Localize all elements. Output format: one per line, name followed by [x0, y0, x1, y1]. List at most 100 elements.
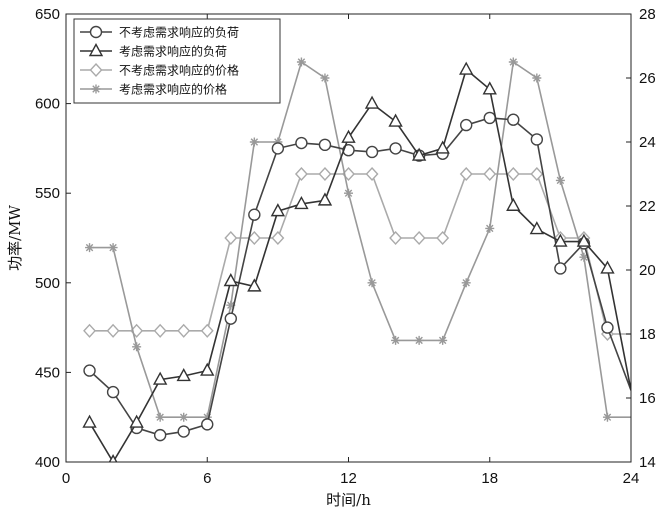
series-4 — [85, 57, 631, 422]
data-point — [506, 166, 520, 182]
data-point — [224, 230, 238, 246]
x-tick-label: 12 — [340, 470, 357, 487]
data-point — [318, 138, 332, 152]
data-point — [153, 428, 167, 442]
data-point — [200, 362, 215, 376]
legend-marker — [89, 62, 103, 78]
legend-marker — [91, 84, 101, 94]
data-point — [247, 230, 261, 246]
data-point — [108, 243, 118, 253]
legend-label: 不考虑需求响应的负荷 — [119, 25, 239, 40]
data-point — [529, 221, 545, 235]
series-2 — [82, 61, 631, 462]
data-point — [295, 136, 308, 150]
y2-tick-label: 26 — [639, 70, 656, 87]
data-point — [483, 166, 497, 182]
data-point — [179, 412, 189, 422]
data-point — [177, 323, 191, 338]
data-point — [530, 133, 544, 146]
data-point — [459, 166, 473, 182]
data-point — [600, 260, 615, 274]
data-point — [389, 230, 403, 246]
x-tick-label: 6 — [203, 470, 211, 487]
data-point — [201, 418, 214, 431]
data-point — [364, 95, 380, 109]
series-3 — [83, 166, 631, 342]
data-point — [435, 140, 450, 154]
data-point — [459, 61, 474, 75]
data-point — [106, 323, 120, 338]
y2-tick-label: 22 — [639, 198, 656, 215]
y2-tick-label: 20 — [639, 262, 656, 279]
data-point — [153, 323, 167, 338]
legend-label: 考虑需求响应的价格 — [119, 82, 227, 97]
x-tick-label: 0 — [62, 470, 70, 487]
data-point — [226, 300, 236, 310]
data-point — [367, 278, 377, 288]
data-point — [82, 414, 97, 428]
data-point — [129, 414, 144, 428]
data-point — [202, 412, 212, 422]
data-point — [294, 166, 308, 182]
data-point — [601, 321, 614, 334]
y-axis-title: 功率/MW — [6, 205, 24, 271]
data-point — [108, 454, 118, 462]
data-point — [508, 57, 518, 67]
data-point — [83, 364, 96, 377]
data-point — [482, 81, 497, 95]
series-line — [89, 60, 631, 419]
data-point — [555, 175, 565, 185]
legend-item: 考虑需求响应的价格 — [80, 82, 227, 97]
data-point — [460, 118, 473, 132]
y2-tick-label: 28 — [639, 6, 656, 23]
data-point — [414, 335, 424, 345]
data-point — [106, 385, 120, 399]
data-point — [602, 412, 612, 422]
data-point — [485, 223, 495, 233]
data-point — [530, 166, 544, 182]
data-point — [344, 188, 353, 198]
y-tick-label: 650 — [35, 6, 60, 23]
data-point — [132, 342, 142, 352]
plot-area — [82, 57, 631, 462]
data-point — [317, 192, 333, 206]
data-point — [223, 273, 238, 287]
data-point — [270, 203, 286, 217]
data-point — [411, 147, 427, 161]
series-1 — [83, 111, 631, 442]
data-point — [271, 142, 285, 155]
data-point — [483, 111, 496, 125]
axis-ticks: 0 6 12 18 24 400 450 500 550 600 650 14 16 18 20 22 24 26… — [35, 6, 656, 487]
y-tick-label: 450 — [35, 364, 60, 381]
y-tick-label: 400 — [35, 454, 60, 471]
y-tick-label: 600 — [35, 96, 60, 113]
data-point — [224, 312, 237, 325]
x-tick-label: 24 — [623, 470, 640, 487]
data-point — [155, 412, 165, 422]
legend-label: 考虑需求响应的负荷 — [119, 44, 227, 59]
data-point — [249, 137, 259, 147]
x-axis-title: 时间/h — [326, 491, 371, 509]
data-point — [271, 230, 285, 246]
series-line — [89, 173, 631, 335]
legend-label: 不考虑需求响应的价格 — [119, 63, 239, 78]
data-point — [438, 335, 448, 345]
data-point — [576, 233, 592, 247]
data-point — [296, 57, 306, 67]
y2-tick-label: 24 — [639, 134, 656, 151]
y-tick-label: 500 — [35, 275, 60, 292]
data-point — [247, 278, 262, 292]
data-point — [389, 142, 402, 155]
data-point — [248, 208, 261, 221]
y2-tick-label: 18 — [639, 326, 656, 343]
y2-tick-label: 14 — [639, 454, 656, 471]
data-point — [341, 129, 356, 143]
data-point — [365, 145, 379, 159]
y2-tick-label: 16 — [639, 390, 656, 407]
data-point — [83, 323, 96, 338]
data-point — [85, 243, 95, 253]
y-tick-label: 550 — [35, 185, 60, 202]
data-point — [320, 73, 330, 83]
